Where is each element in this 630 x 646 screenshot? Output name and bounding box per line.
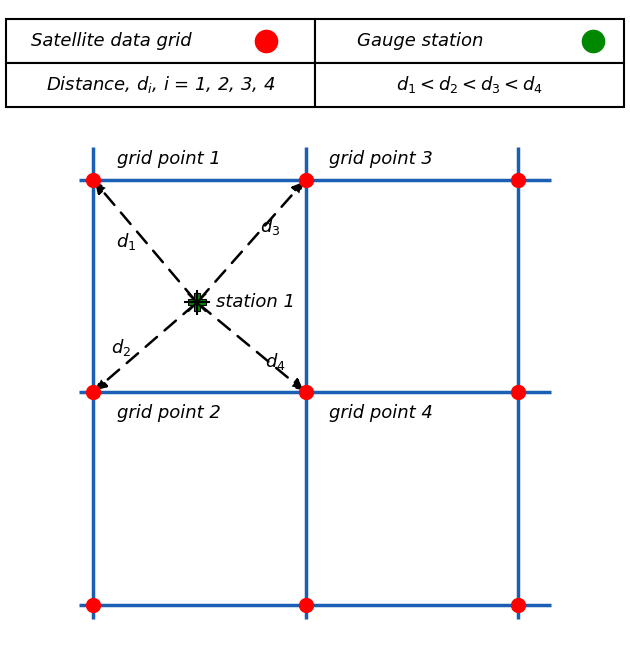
Bar [6, 19, 315, 63]
Text: Distance, $d_i$, $i$ = 1, 2, 3, 4: Distance, $d_i$, $i$ = 1, 2, 3, 4 [46, 74, 275, 96]
Bar [315, 63, 624, 107]
Bar [6, 63, 315, 107]
Text: $d_2$: $d_2$ [112, 337, 132, 358]
Text: Gauge station: Gauge station [357, 32, 483, 50]
Bar [315, 19, 624, 63]
Text: station 1: station 1 [216, 293, 295, 311]
Text: grid point 3: grid point 3 [329, 150, 433, 168]
Text: $d_3$: $d_3$ [260, 216, 280, 237]
Text: $d_1$: $d_1$ [116, 231, 136, 251]
Text: $d_1 < d_2 < d_3 < d_4$: $d_1 < d_2 < d_3 < d_4$ [396, 74, 543, 96]
Text: $d_4$: $d_4$ [265, 351, 285, 372]
Text: grid point 4: grid point 4 [329, 404, 433, 422]
Text: grid point 2: grid point 2 [117, 404, 220, 422]
Text: Satellite data grid: Satellite data grid [31, 32, 192, 50]
Text: grid point 1: grid point 1 [117, 150, 220, 168]
